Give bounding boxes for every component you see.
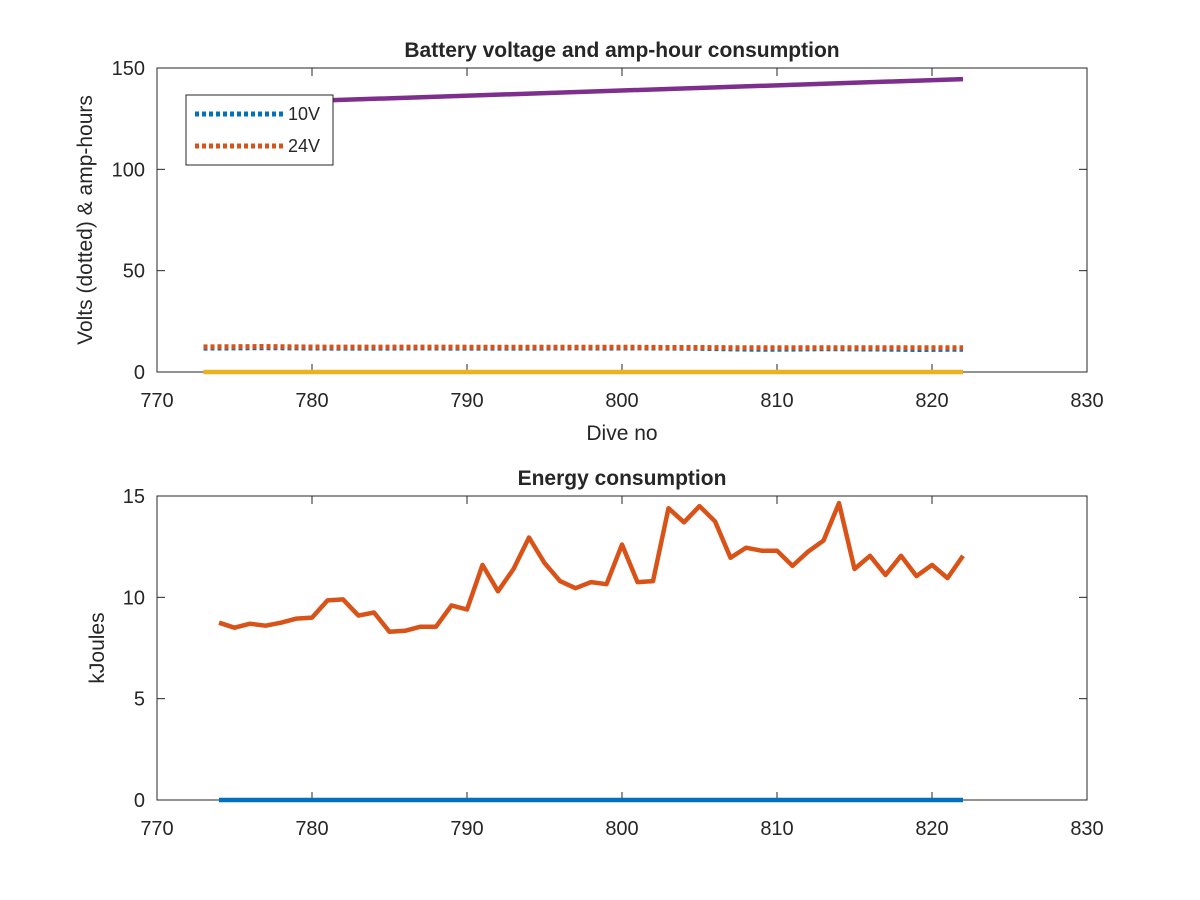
- legend-box: [185, 94, 334, 166]
- top-y-tick-label: 100: [112, 159, 145, 181]
- top-x-tick-label: 820: [915, 390, 948, 412]
- bottom-x-tick-label: 820: [915, 818, 948, 840]
- bottom-x-tick-label: 770: [140, 818, 173, 840]
- top-x-tick-label: 770: [140, 390, 173, 412]
- top-x-tick-label: 830: [1070, 390, 1103, 412]
- bottom-y-tick-label: 5: [134, 689, 145, 711]
- bottom-x-tick-label: 780: [295, 818, 328, 840]
- bottom-y-tick-label: 10: [123, 587, 145, 609]
- top-chart-title: Battery voltage and amp-hour consumption: [404, 39, 839, 62]
- top-x-tick-label: 800: [605, 390, 638, 412]
- top-x-tick-label: 810: [760, 390, 793, 412]
- legend-label-10v: 10V: [288, 104, 320, 124]
- top-y-tick-label: 0: [134, 362, 145, 384]
- bottom-x-tick-label: 800: [605, 818, 638, 840]
- top-subplot: 770 780 790 800 810 820 830 0 50 100 150 Battery vo…: [74, 39, 1104, 445]
- top-series-line-24v: [203, 344, 963, 351]
- bottom-subplot: 770 780 790 800 810 820 830 0 5 10 15 Energy consum…: [86, 467, 1104, 840]
- top-y-tick-label: 150: [112, 58, 145, 80]
- bottom-x-tick-label: 810: [760, 818, 793, 840]
- bottom-y-axis-label: kJoules: [86, 612, 109, 683]
- bottom-y-tick-label: 15: [123, 486, 145, 508]
- top-y-tick-label: 50: [123, 261, 145, 283]
- bottom-series-line-0: [218, 500, 965, 635]
- bottom-x-tick-label: 830: [1070, 818, 1103, 840]
- bottom-chart-title: Energy consumption: [518, 467, 727, 490]
- bottom-x-tick-label: 790: [450, 818, 483, 840]
- legend-label-24v: 24V: [288, 136, 320, 156]
- top-legend: 10V 24V: [185, 94, 334, 166]
- top-x-axis-label: Dive no: [586, 422, 657, 445]
- top-y-axis-label: Volts (dotted) & amp-hours: [74, 95, 97, 345]
- top-x-tick-label: 780: [295, 390, 328, 412]
- top-x-tick-label: 790: [450, 390, 483, 412]
- bottom-y-tick-label: 0: [134, 790, 145, 812]
